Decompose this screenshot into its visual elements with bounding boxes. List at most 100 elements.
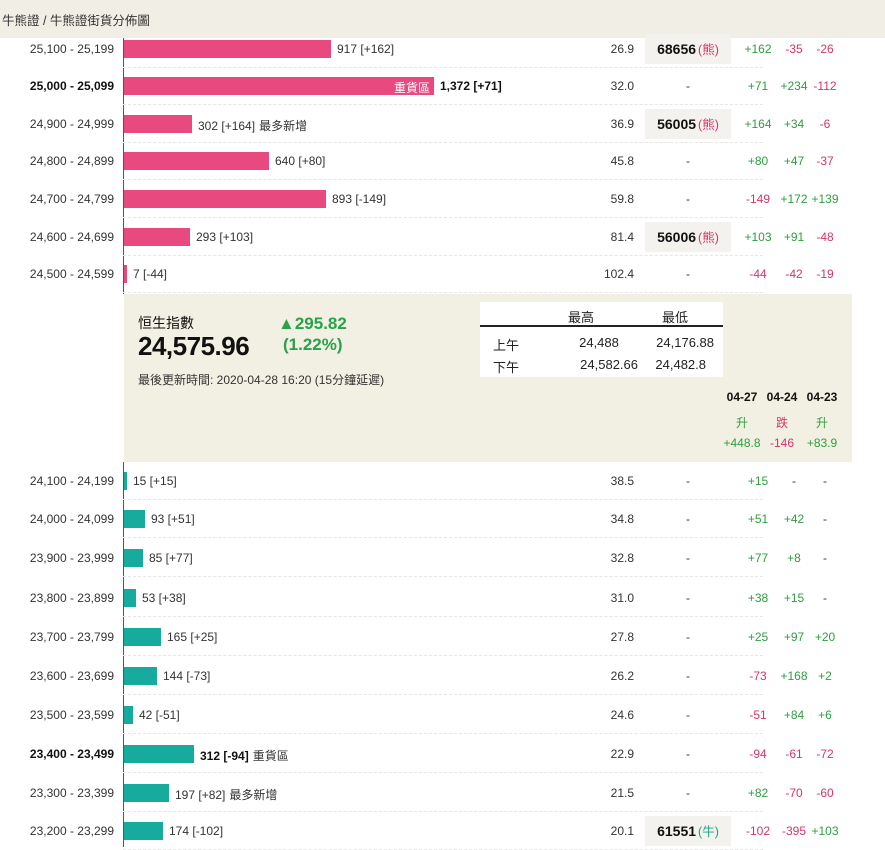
daily-change: +47 [783, 154, 805, 168]
percent-value: 36.9 [610, 117, 634, 131]
warrant-code[interactable]: 56005 (熊) [645, 109, 731, 139]
warrant-code: - [686, 747, 690, 761]
percent-value: 31.0 [610, 591, 634, 605]
daily-change: +82 [747, 786, 769, 800]
row-divider [123, 67, 763, 68]
row-divider [123, 255, 763, 256]
daily-change: +15 [783, 591, 805, 605]
percent-value: 45.8 [610, 154, 634, 168]
price-axis-line [123, 38, 124, 294]
price-range: 23,800 - 23,899 [29, 591, 114, 605]
daily-change: -149 [745, 192, 771, 206]
table-row: 24,700 - 24,799 893 [-149] 59.8 - -149 +172 +1… [0, 180, 885, 218]
daily-change: -73 [749, 669, 767, 683]
volume-label: 1,372 [+71] [440, 79, 502, 93]
daily-change: +84 [783, 708, 805, 722]
price-range: 25,000 - 25,099 [29, 79, 114, 93]
volume-value: 640 [+80] [275, 154, 326, 168]
breadcrumb[interactable]: 牛熊證 / 牛熊證街貨分佈圖 [2, 14, 150, 28]
pm-label: 下午 [493, 360, 520, 375]
volume-value: 302 [+164] [198, 119, 256, 133]
row-divider [123, 142, 763, 143]
percent-value: 20.1 [610, 824, 634, 838]
volume-label: 144 [-73] [163, 669, 210, 683]
history-direction: 升 [815, 416, 828, 430]
warrant-code-value[interactable]: 61551 [657, 823, 697, 839]
volume-label: 893 [-149] [332, 192, 386, 206]
percent-value: 59.8 [610, 192, 634, 206]
volume-label: 85 [+77] [149, 551, 193, 565]
daily-change: +91 [783, 230, 805, 244]
volume-bar [124, 228, 190, 246]
daily-change: +103 [811, 824, 839, 838]
warrant-code: - [686, 79, 690, 93]
daily-change: +80 [747, 154, 769, 168]
price-range: 24,500 - 24,599 [29, 267, 114, 281]
volume-bar [124, 190, 326, 208]
table-row: 24,100 - 24,199 15 [+15] 38.5 - +15 - - [0, 462, 885, 500]
percent-value: 32.0 [610, 79, 634, 93]
daily-change: - [792, 474, 796, 488]
percent-value: 26.9 [610, 42, 634, 56]
price-range: 24,800 - 24,899 [29, 154, 114, 168]
daily-change: -72 [816, 747, 834, 761]
warrant-code[interactable]: 61551 (牛) [645, 816, 731, 846]
pm-high: 24,582.66 [580, 357, 638, 372]
volume-bar [124, 549, 143, 567]
volume-value: 42 [-51] [139, 708, 180, 722]
volume-bar: 重貨區 [124, 77, 434, 95]
volume-value: 174 [-102] [169, 824, 224, 838]
warrant-code-value[interactable]: 68656 [657, 41, 697, 57]
price-range: 23,300 - 23,399 [29, 786, 114, 800]
daily-change: +162 [744, 42, 772, 56]
warrant-code[interactable]: 68656 (熊) [645, 34, 731, 64]
history-change: +448.8 [723, 436, 761, 450]
daily-change: -42 [785, 267, 803, 281]
daily-change: +34 [783, 117, 805, 131]
daily-change: -35 [785, 42, 803, 56]
volume-value: 15 [+15] [133, 474, 177, 488]
daily-change: +164 [744, 117, 772, 131]
warrant-code-value[interactable]: 56006 [657, 229, 697, 245]
volume-label: 640 [+80] [275, 154, 325, 168]
volume-bar [124, 265, 127, 283]
price-range: 23,500 - 23,599 [29, 708, 114, 722]
history-change: +83.9 [806, 436, 838, 450]
volume-label: 93 [+51] [151, 512, 195, 526]
am-label: 上午 [493, 338, 520, 353]
table-row: 23,500 - 23,599 42 [-51] 24.6 - -51 +84 +6 [0, 696, 885, 734]
heavy-zone-label: 重貨區 [393, 81, 430, 95]
warrant-code: - [686, 154, 690, 168]
daily-change: +15 [747, 474, 769, 488]
warrant-type: (牛) [698, 825, 719, 839]
row-divider [123, 292, 763, 293]
row-divider [123, 616, 763, 617]
daily-change: +6 [818, 708, 832, 722]
percent-value: 21.5 [610, 786, 634, 800]
price-range: 24,900 - 24,999 [29, 117, 114, 131]
table-row: 23,200 - 23,299 174 [-102] 20.1 61551 (牛) -10… [0, 812, 885, 850]
percent-value: 81.4 [610, 230, 634, 244]
row-divider [123, 811, 763, 812]
daily-change: -395 [781, 824, 807, 838]
warrant-code[interactable]: 56006 (熊) [645, 222, 731, 252]
volume-note: 重貨區 [252, 749, 289, 763]
warrant-code: - [686, 786, 690, 800]
volume-bar [124, 667, 157, 685]
volume-bar [124, 510, 145, 528]
volume-label: 15 [+15] [133, 474, 177, 488]
percent-value: 24.6 [610, 708, 634, 722]
index-change-pct: (1.22%) [283, 335, 343, 354]
percent-value: 32.8 [610, 551, 634, 565]
warrant-type: (熊) [698, 43, 719, 57]
daily-change: -61 [785, 747, 803, 761]
warrant-code: - [686, 192, 690, 206]
warrant-code-value[interactable]: 56005 [657, 116, 697, 132]
table-row: 25,000 - 25,099 重貨區 1,372 [+71] 32.0 - +71 +23… [0, 67, 885, 105]
low-header: 最低 [662, 310, 689, 325]
history-date: 04-24 [766, 390, 798, 404]
price-axis-line [123, 462, 124, 847]
volume-label: 302 [+164] 最多新增 [198, 117, 307, 134]
am-high: 24,488 [579, 335, 619, 350]
daily-change: -44 [749, 267, 767, 281]
